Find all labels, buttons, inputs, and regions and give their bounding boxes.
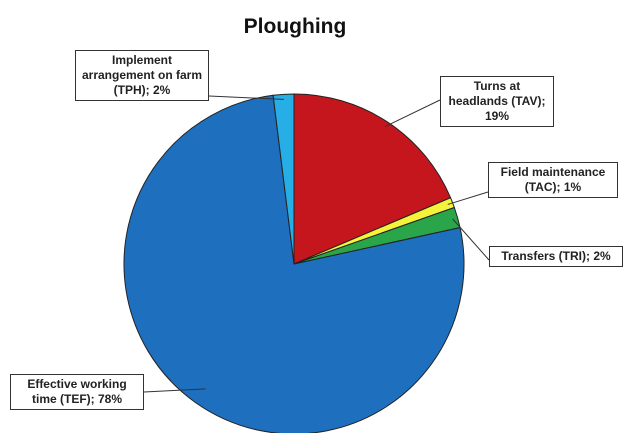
leader-line [208, 95, 284, 100]
pie [123, 93, 465, 433]
data-label: Field maintenance (TAC); 1% [488, 162, 618, 198]
pie-slice [272, 93, 295, 265]
data-label: Turns at headlands (TAV); 19% [440, 76, 554, 127]
leader-line [143, 388, 206, 393]
leader-line [447, 191, 489, 205]
pie-slice [123, 94, 465, 433]
data-label: Transfers (TRI); 2% [489, 246, 623, 267]
leader-line [452, 218, 490, 261]
chart-title: Ploughing [244, 15, 347, 38]
data-label: Implement arrangement on farm (TPH); 2% [75, 50, 209, 101]
leader-line [384, 99, 441, 127]
pie-slice [293, 93, 452, 265]
data-label: Effective working time (TEF); 78% [10, 374, 144, 410]
